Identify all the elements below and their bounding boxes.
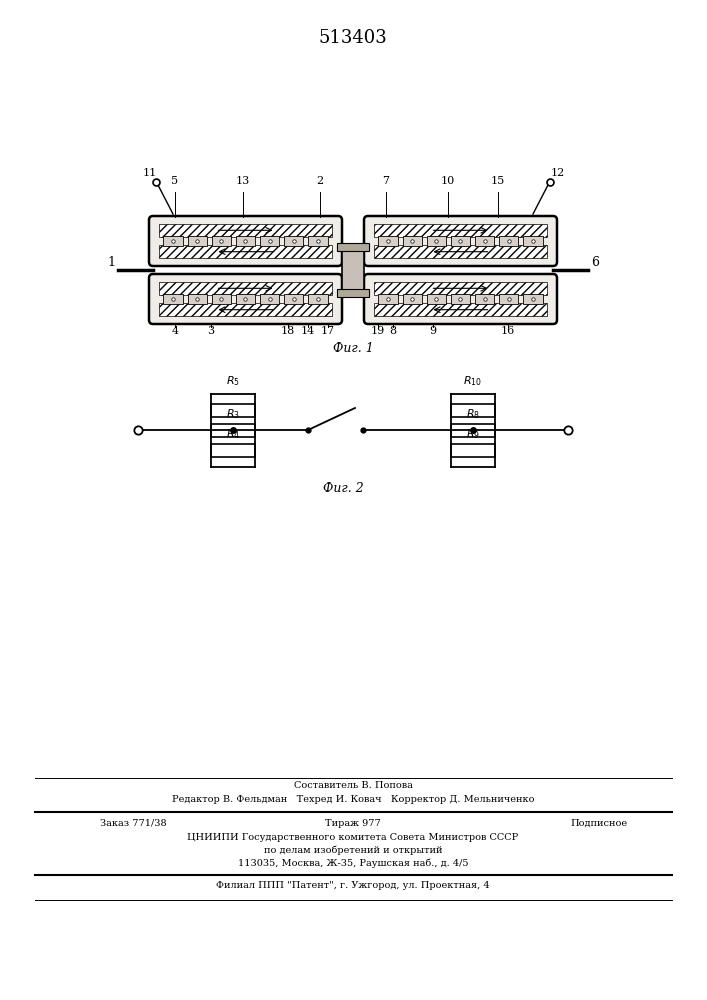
Bar: [475, 236, 494, 246]
Text: $R_3$: $R_3$: [226, 407, 240, 420]
Bar: [337, 243, 369, 251]
Bar: [236, 236, 255, 246]
Text: 12: 12: [551, 168, 565, 178]
Text: Фиг. 1: Фиг. 1: [332, 342, 373, 355]
Text: 17: 17: [321, 326, 335, 336]
Text: 1: 1: [107, 256, 115, 269]
Bar: [523, 236, 542, 246]
Text: 13: 13: [236, 176, 250, 186]
Text: 9: 9: [429, 326, 436, 336]
Bar: [374, 245, 547, 258]
Bar: [284, 236, 303, 246]
Bar: [342, 247, 364, 293]
Text: $R_9$: $R_9$: [466, 427, 480, 440]
Text: 513403: 513403: [319, 29, 387, 47]
Bar: [163, 294, 182, 304]
Bar: [475, 294, 494, 304]
Text: по делам изобретений и открытий: по делам изобретений и открытий: [264, 846, 443, 855]
Text: 16: 16: [501, 326, 515, 336]
FancyBboxPatch shape: [364, 274, 557, 324]
Text: ЦНИИПИ Государственного комитета Совета Министров СССР: ЦНИИПИ Государственного комитета Совета …: [187, 833, 519, 842]
Bar: [499, 236, 518, 246]
Bar: [211, 424, 255, 436]
Bar: [159, 224, 332, 237]
Bar: [211, 403, 255, 416]
Bar: [451, 403, 495, 416]
Bar: [337, 289, 369, 297]
Text: Филиал ППП "Патент", г. Ужгород, ул. Проектная, 4: Филиал ППП "Патент", г. Ужгород, ул. Про…: [216, 881, 490, 890]
Bar: [308, 294, 327, 304]
FancyBboxPatch shape: [149, 274, 342, 324]
Text: 2: 2: [317, 176, 324, 186]
Text: 5: 5: [171, 176, 179, 186]
Bar: [451, 294, 470, 304]
Text: 4: 4: [171, 326, 179, 336]
Bar: [284, 294, 303, 304]
Bar: [374, 282, 547, 295]
Text: 15: 15: [491, 176, 505, 186]
Bar: [402, 294, 422, 304]
Bar: [308, 236, 327, 246]
Bar: [378, 236, 398, 246]
Bar: [451, 424, 495, 436]
Text: 18: 18: [281, 326, 295, 336]
FancyBboxPatch shape: [149, 216, 342, 266]
Text: $R_8$: $R_8$: [466, 407, 480, 420]
Bar: [159, 282, 332, 295]
Bar: [187, 236, 207, 246]
Text: 3: 3: [207, 326, 214, 336]
Text: 11: 11: [143, 168, 157, 178]
Bar: [402, 236, 422, 246]
Text: 14: 14: [301, 326, 315, 336]
Text: $R_{10}$: $R_{10}$: [464, 374, 483, 387]
Text: Подписное: Подписное: [570, 819, 627, 828]
Text: 6: 6: [591, 256, 599, 269]
Text: 113035, Москва, Ж-35, Раушская наб., д. 4/5: 113035, Москва, Ж-35, Раушская наб., д. …: [238, 858, 468, 868]
Text: 7: 7: [382, 176, 390, 186]
Bar: [427, 294, 446, 304]
Bar: [211, 294, 231, 304]
Text: $R_5$: $R_5$: [226, 374, 240, 387]
Bar: [159, 303, 332, 316]
Text: Фиг. 2: Фиг. 2: [322, 482, 363, 494]
Text: Редактор В. Фельдман   Техред И. Ковач   Корректор Д. Мельниченко: Редактор В. Фельдман Техред И. Ковач Кор…: [172, 795, 534, 804]
Bar: [260, 236, 279, 246]
Bar: [159, 245, 332, 258]
Bar: [236, 294, 255, 304]
Bar: [451, 444, 495, 456]
Text: Тираж 977: Тираж 977: [325, 819, 381, 828]
Bar: [374, 303, 547, 316]
Text: Составитель В. Попова: Составитель В. Попова: [293, 781, 412, 790]
Bar: [378, 294, 398, 304]
Text: Заказ 771/38: Заказ 771/38: [100, 819, 167, 828]
Text: $R_4$: $R_4$: [226, 427, 240, 440]
Bar: [427, 236, 446, 246]
Bar: [523, 294, 542, 304]
Bar: [211, 444, 255, 456]
Text: 8: 8: [390, 326, 397, 336]
Bar: [374, 224, 547, 237]
Text: 10: 10: [441, 176, 455, 186]
Bar: [260, 294, 279, 304]
Bar: [211, 236, 231, 246]
Text: 19: 19: [371, 326, 385, 336]
Bar: [451, 236, 470, 246]
Bar: [163, 236, 182, 246]
FancyBboxPatch shape: [364, 216, 557, 266]
Bar: [499, 294, 518, 304]
Bar: [187, 294, 207, 304]
